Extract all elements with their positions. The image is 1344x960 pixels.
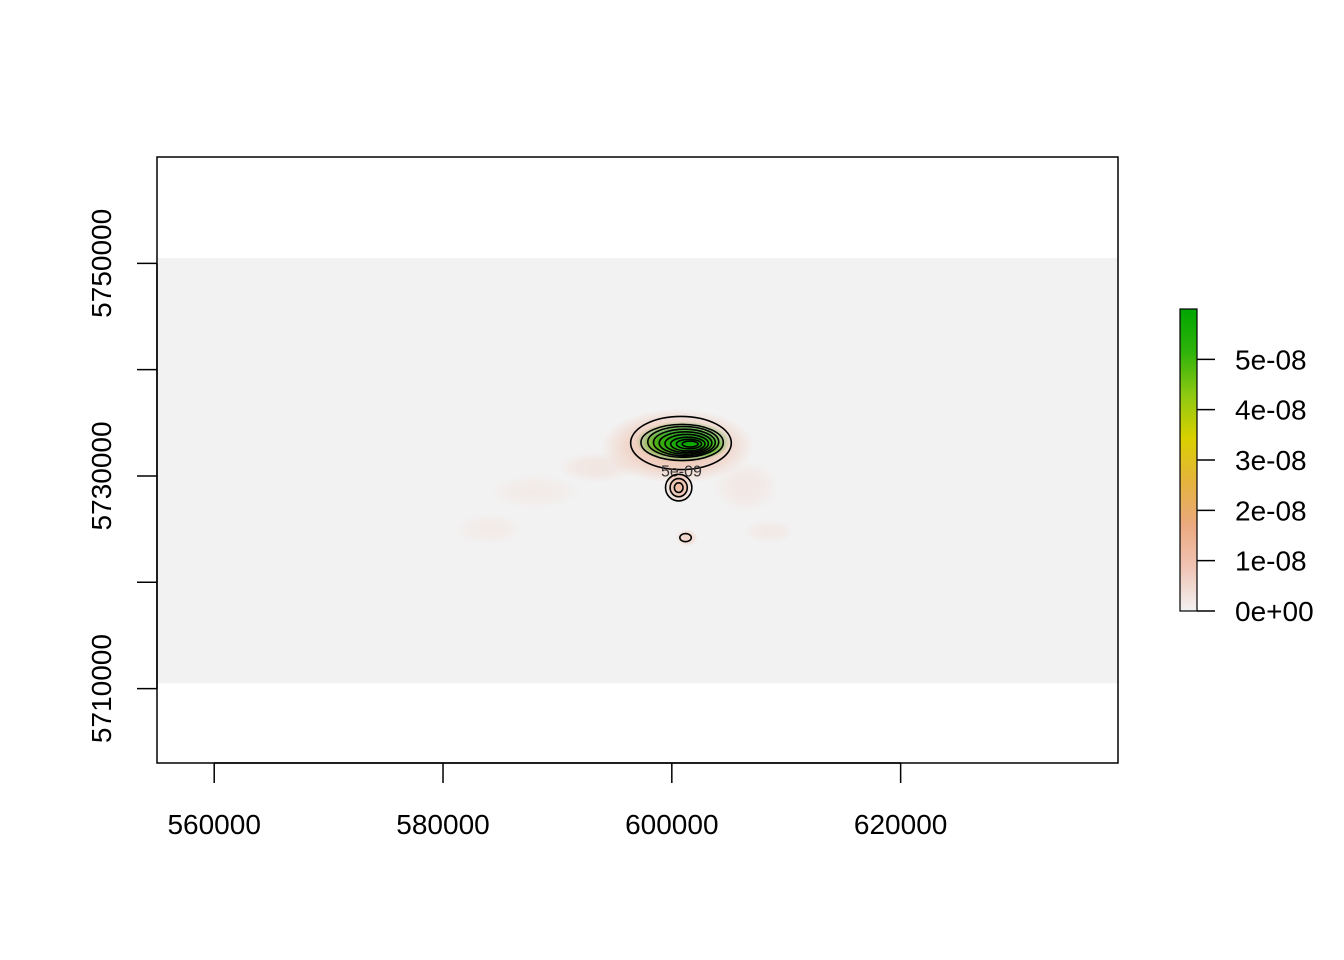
density-contours: 5e-09 — [629, 415, 733, 543]
contour-line — [646, 425, 720, 459]
legend-ticks: 0e+00 1e-08 2e-08 3e-08 4e-08 5e-08 — [1197, 344, 1314, 627]
x-tick-label: 620000 — [854, 809, 947, 840]
x-tick-label: 600000 — [625, 809, 718, 840]
density-raster — [157, 258, 1118, 684]
legend-tick-label: 1e-08 — [1235, 546, 1307, 577]
legend-tick-label: 2e-08 — [1235, 495, 1307, 526]
contour-line — [640, 423, 725, 462]
legend-tick-label: 4e-08 — [1235, 395, 1307, 426]
contour-line — [675, 438, 703, 450]
legend-tick-label: 3e-08 — [1235, 445, 1307, 476]
contour-line — [664, 473, 693, 502]
contour-line — [629, 415, 733, 471]
density-blob — [743, 519, 795, 544]
contour-line — [652, 428, 717, 457]
legend-color-bar — [1179, 308, 1198, 612]
contour-line — [664, 433, 710, 454]
x-tick-label: 560000 — [167, 809, 260, 840]
contour-label: 5e-09 — [661, 464, 702, 481]
y-axis: 5710000 5730000 5750000 — [86, 209, 158, 743]
contour-line — [669, 477, 689, 498]
y-tick-label: 5730000 — [86, 421, 117, 530]
y-tick-label: 5750000 — [86, 209, 117, 318]
density-blob — [713, 461, 780, 513]
color-legend: 0e+00 1e-08 2e-08 3e-08 4e-08 5e-08 — [1179, 308, 1314, 627]
density-blob — [455, 513, 522, 545]
contour-line — [669, 436, 706, 452]
legend-tick-label: 5e-08 — [1235, 344, 1307, 375]
y-tick-label: 5710000 — [86, 634, 117, 743]
density-blob — [675, 529, 698, 547]
contour-line — [681, 440, 699, 448]
contour-line — [679, 532, 693, 543]
contour-line — [658, 431, 713, 455]
x-tick-label: 580000 — [396, 809, 489, 840]
x-axis: 560000 580000 600000 620000 — [167, 762, 947, 840]
legend-tick-label: 0e+00 — [1235, 596, 1314, 627]
density-blob — [488, 474, 581, 509]
contour-line — [673, 482, 684, 494]
